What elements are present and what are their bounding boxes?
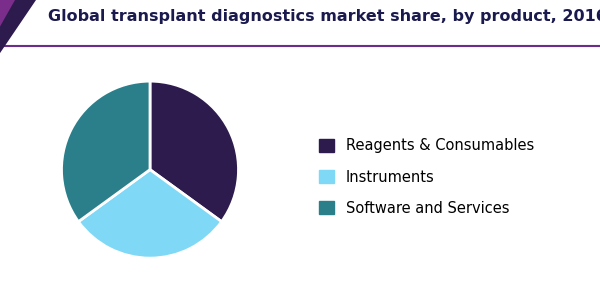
- Wedge shape: [62, 81, 150, 222]
- Wedge shape: [79, 170, 221, 258]
- Legend: Reagents & Consumables, Instruments, Software and Services: Reagents & Consumables, Instruments, Sof…: [319, 138, 534, 216]
- Wedge shape: [150, 81, 238, 222]
- Text: Global transplant diagnostics market share, by product, 2016 (%): Global transplant diagnostics market sha…: [48, 9, 600, 24]
